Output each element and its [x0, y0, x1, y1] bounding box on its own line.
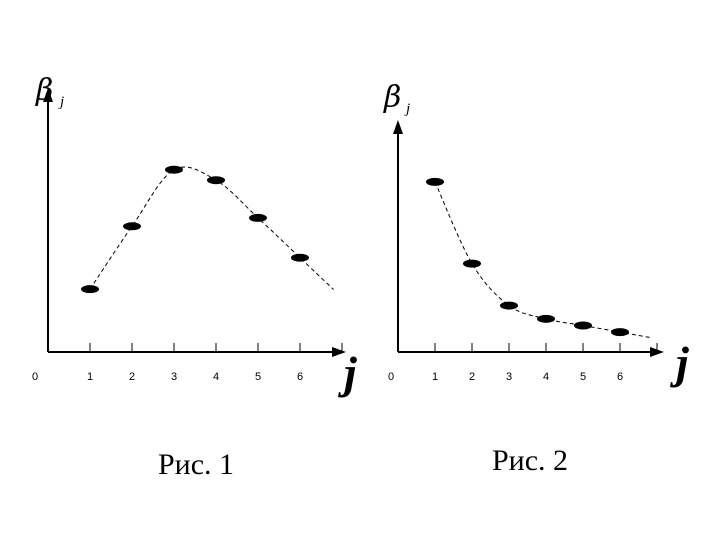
chart-1-y-axis-arrow — [43, 88, 53, 102]
chart-2-tick-label: 3 — [506, 371, 512, 383]
chart-1-ticks: 1 2 3 4 5 6 — [87, 343, 343, 383]
chart-1-y-label-symbol: β — [35, 73, 53, 108]
chart-2-tick-label: 4 — [543, 371, 549, 383]
chart-1-origin-label: 0 — [32, 371, 38, 383]
chart-1-tick-label: 4 — [213, 371, 219, 383]
chart-1-data-point — [291, 253, 309, 262]
chart-1-tick-label: 6 — [297, 371, 303, 383]
chart-1-x-label: j — [337, 347, 357, 398]
chart-1-tick-label: 2 — [129, 371, 135, 383]
chart-2-tick-label: 1 — [432, 371, 438, 383]
chart-2-ticks: 1 2 3 4 5 6 — [432, 343, 658, 383]
chart-2-tick-label: 5 — [580, 371, 586, 383]
chart-2: β j j 0 1 2 3 4 5 6 Рис. 2 — [383, 80, 689, 477]
chart-2-data-point — [500, 301, 518, 310]
chart-2-tick-label: 2 — [469, 371, 475, 383]
chart-2-tick-label: 6 — [617, 371, 623, 383]
chart-1-tick-label: 3 — [171, 371, 177, 383]
chart-1-data-point — [165, 165, 183, 174]
chart-2-caption: Рис. 2 — [492, 444, 568, 477]
chart-1-data-point — [207, 176, 225, 185]
chart-1: β j j 0 1 2 3 4 5 6 Рис. 1 — [32, 73, 357, 481]
chart-2-data-point — [611, 328, 629, 337]
chart-2-y-label-subscript: j — [404, 101, 410, 117]
chart-1-data-point — [123, 222, 141, 231]
chart-2-trend-line — [434, 181, 650, 338]
chart-1-data-point — [81, 285, 99, 294]
chart-2-y-axis-arrow — [393, 120, 403, 134]
chart-2-data-point — [463, 259, 481, 268]
chart-1-tick-label: 1 — [87, 371, 93, 383]
chart-2-points — [426, 177, 629, 337]
chart-1-data-point — [249, 213, 267, 222]
chart-2-data-point — [537, 314, 555, 323]
chart-2-x-label: j — [669, 337, 689, 388]
chart-1-caption: Рис. 1 — [158, 448, 234, 481]
chart-1-tick-label: 5 — [255, 371, 261, 383]
chart-2-data-point — [426, 177, 444, 186]
chart-2-data-point — [574, 321, 592, 330]
chart-1-y-label-subscript: j — [58, 94, 64, 110]
chart-2-origin-label: 0 — [388, 371, 394, 383]
chart-1-x-axis-arrow — [332, 347, 346, 357]
chart-2-y-label-symbol: β — [383, 80, 401, 115]
chart-1-points — [81, 165, 309, 294]
